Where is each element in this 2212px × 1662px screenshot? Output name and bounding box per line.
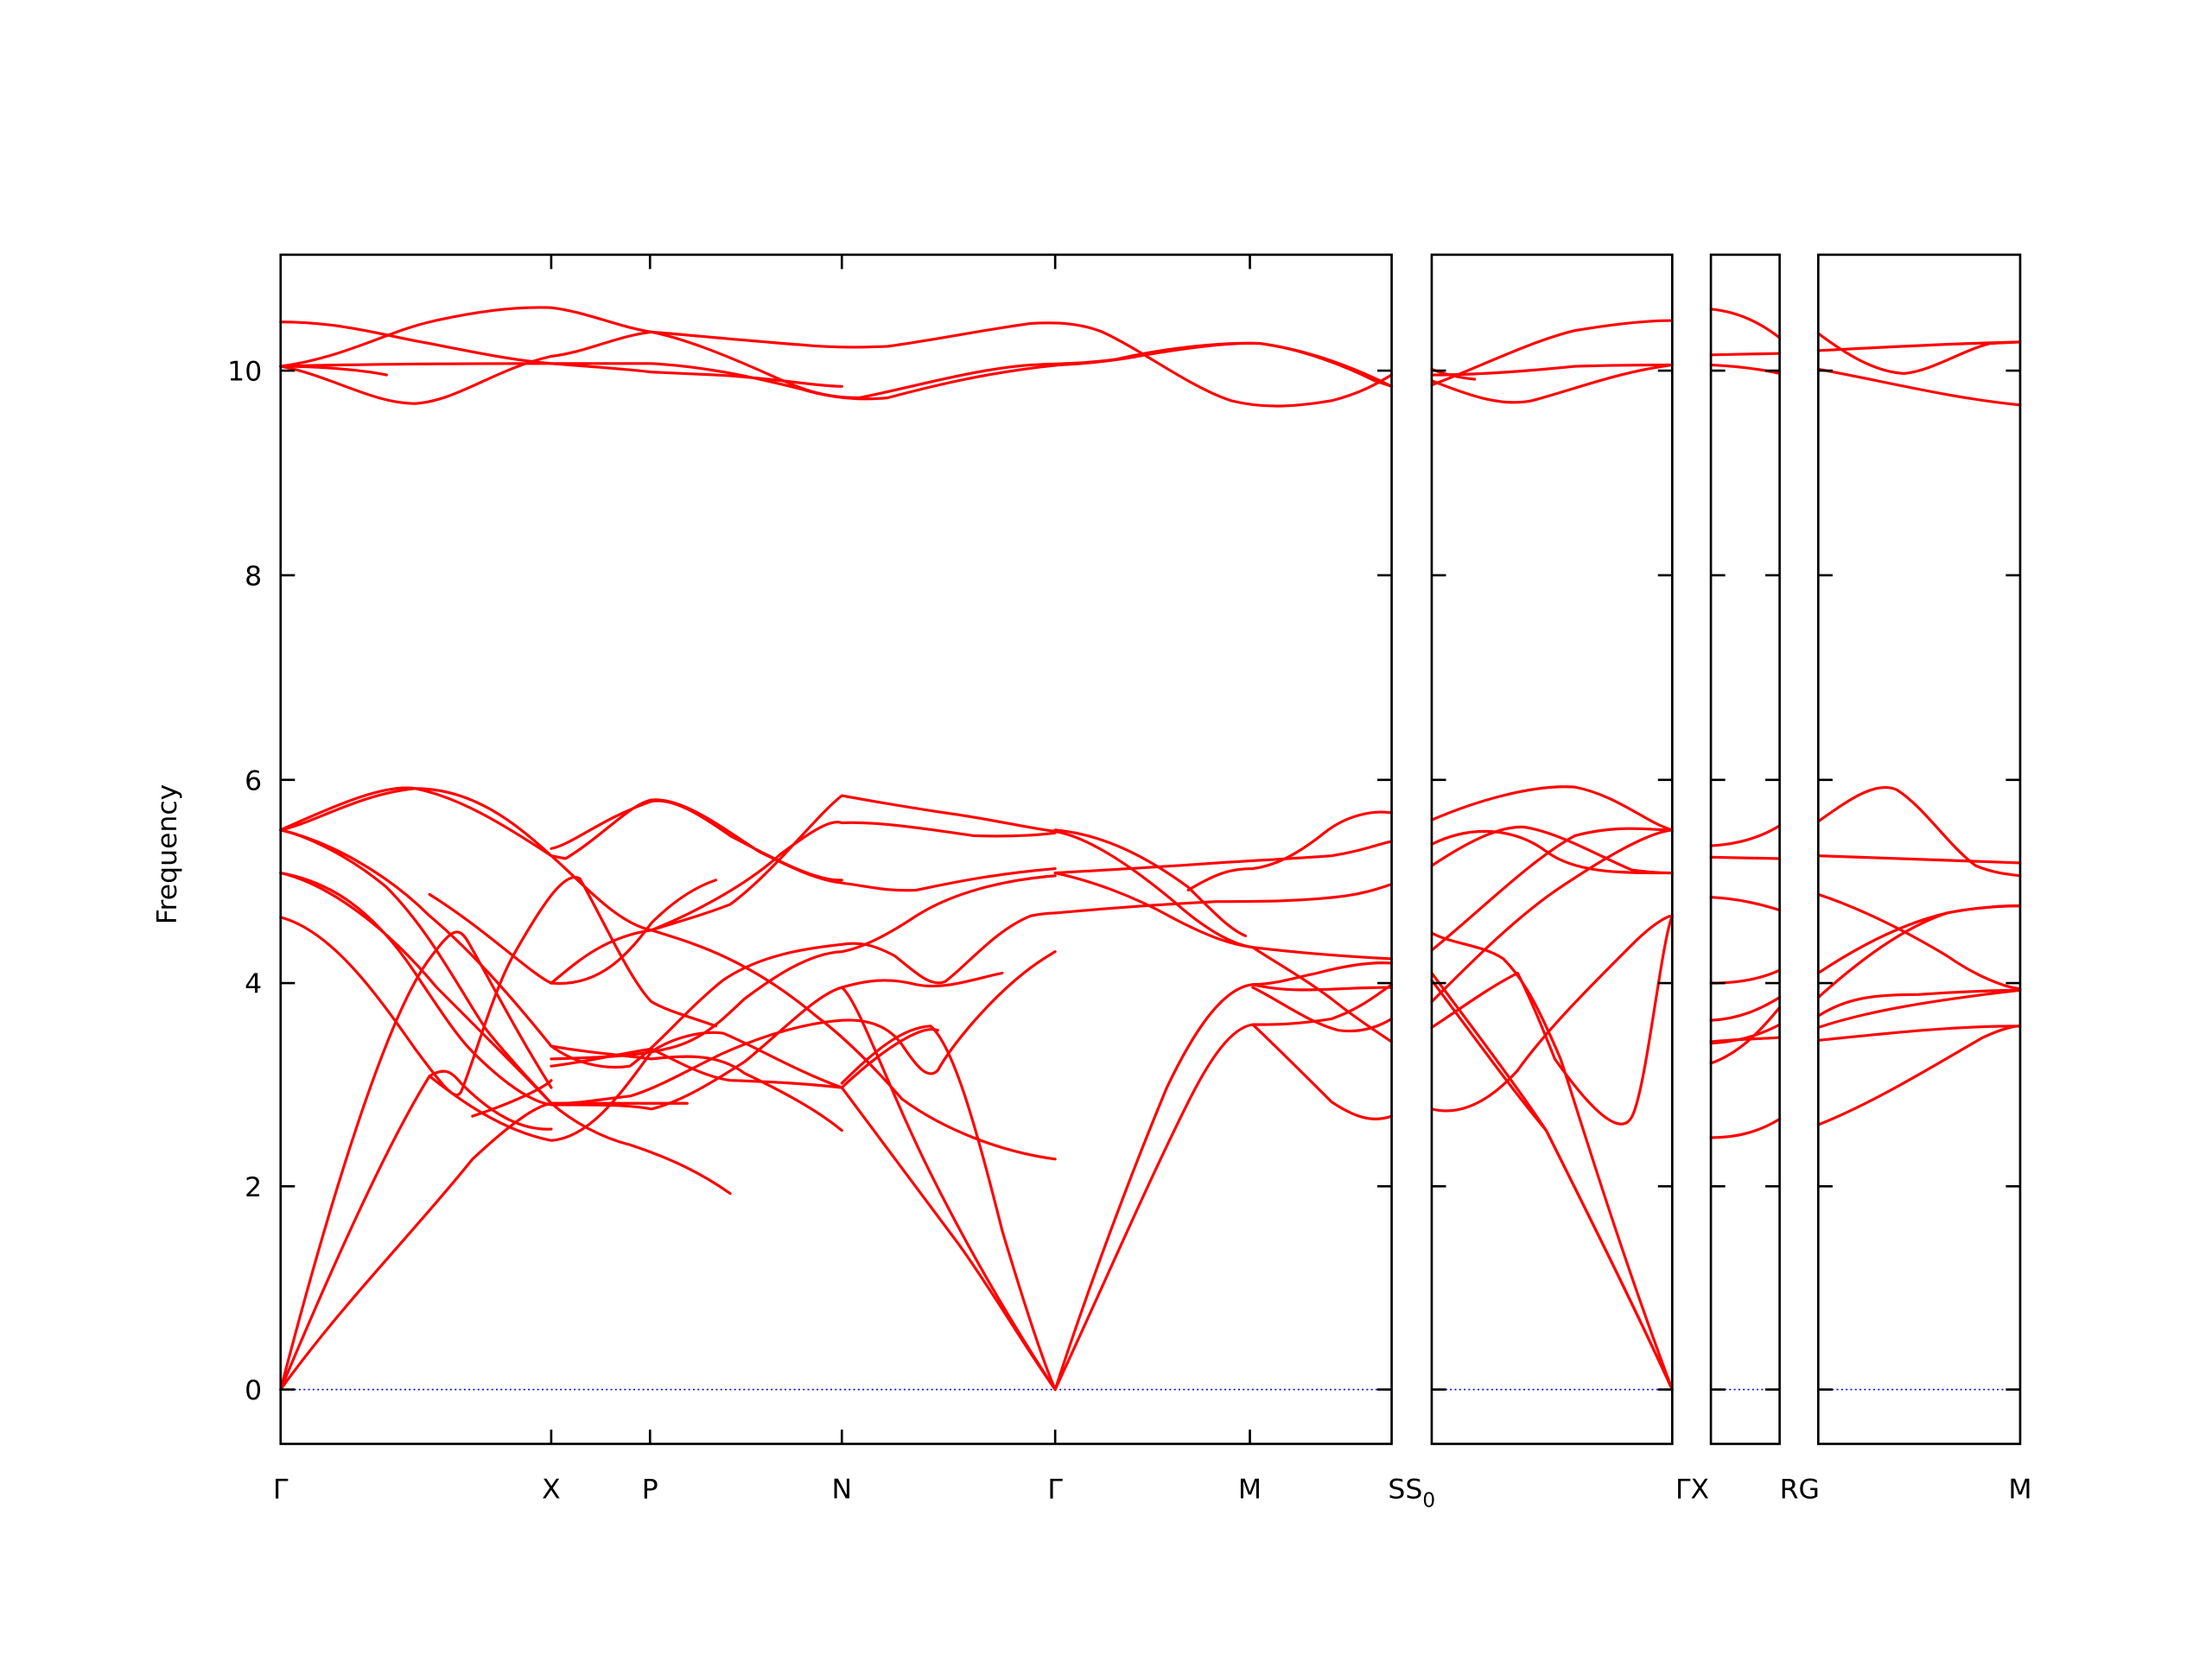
panel-3-axes (1709, 253, 1781, 1445)
ytick-8: 8 (245, 561, 262, 593)
ytick-2: 2 (245, 1172, 262, 1203)
xtick-p: P (642, 1474, 658, 1505)
ytick-10: 10 (227, 357, 262, 388)
ytick-6: 6 (245, 765, 262, 796)
x-tick-labels: Γ X P N Γ M SS0 ΓX RG M (273, 1474, 2032, 1512)
panel-1-axes (279, 253, 1393, 1445)
xtick-gamma-x: ΓX (1675, 1474, 1709, 1505)
xtick-m-end: M (2008, 1474, 2031, 1505)
y-tick-labels: 0 2 4 6 8 10 (227, 357, 262, 1406)
panel-3-bands (1709, 308, 1782, 1139)
panel-2-bands (1430, 319, 1674, 1392)
panel-2-axes (1430, 253, 1674, 1445)
panel-4-bands (1816, 332, 2022, 1126)
xtick-x: X (542, 1474, 561, 1505)
ytick-4: 4 (245, 969, 262, 1000)
y-axis-label: Frequency (152, 784, 183, 925)
xtick-n: N (832, 1474, 853, 1505)
xtick-m: M (1238, 1474, 1262, 1505)
xtick-gamma-1: Γ (273, 1474, 289, 1505)
xtick-s-s0: SS0 (1388, 1474, 1435, 1512)
xtick-gamma-2: Γ (1047, 1474, 1063, 1505)
ytick-0: 0 (245, 1375, 262, 1406)
xtick-r-g: RG (1780, 1474, 1820, 1505)
panel-1-bands (279, 306, 1394, 1392)
panel-4-axes (1817, 253, 2022, 1445)
